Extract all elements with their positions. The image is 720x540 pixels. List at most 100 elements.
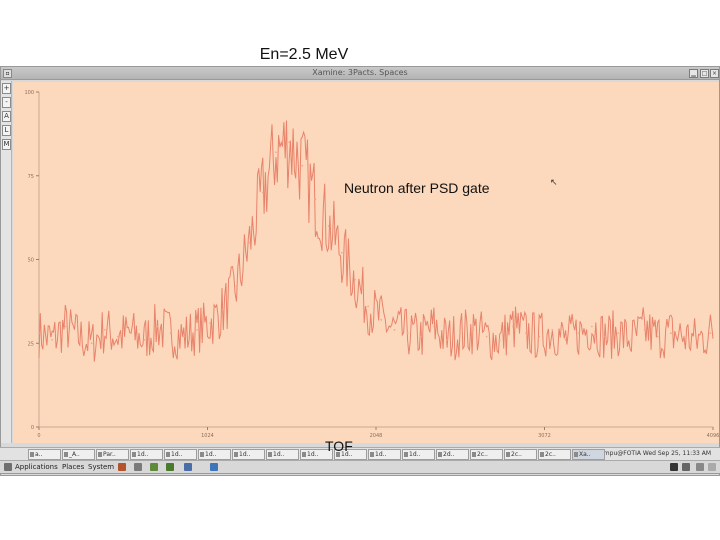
menu-places[interactable]: Places	[62, 463, 85, 471]
data-point	[656, 335, 659, 338]
slide-title: En=2.5 MeV	[259, 46, 349, 63]
data-point	[38, 332, 40, 335]
taskbar-task[interactable]: 2d..	[436, 449, 469, 460]
auto-button[interactable]: A	[2, 111, 11, 122]
data-point	[419, 335, 422, 338]
log-button[interactable]: L	[2, 125, 11, 136]
window-menu-icon[interactable]: ▫	[3, 69, 12, 78]
data-point	[709, 332, 712, 335]
data-point	[340, 251, 343, 254]
data-point	[498, 339, 501, 341]
volume-icon[interactable]	[682, 463, 690, 471]
data-point	[406, 332, 409, 335]
menu-applications[interactable]: Applications	[15, 463, 58, 471]
data-point	[169, 332, 172, 335]
x-tick-label: 4096	[707, 433, 719, 439]
taskbar-task[interactable]: 1d..	[368, 449, 401, 460]
minimize-icon[interactable]: ▁	[689, 69, 698, 78]
taskbar-task[interactable]: a..	[28, 449, 61, 460]
series-line	[38, 120, 714, 362]
data-point	[617, 332, 620, 335]
data-point	[64, 325, 67, 328]
menu-system[interactable]: System	[88, 463, 115, 471]
data-point	[380, 318, 383, 321]
taskbar-task[interactable]: 2c..	[538, 449, 571, 460]
taskbar-task[interactable]: 1d..	[198, 449, 231, 460]
data-point	[235, 285, 238, 288]
data-point	[630, 339, 633, 341]
taskbar-task[interactable]: 1d..	[130, 449, 163, 460]
editor-icon[interactable]	[166, 463, 174, 471]
trash-icon[interactable]	[708, 463, 716, 471]
network-icon[interactable]	[210, 463, 218, 471]
data-point	[182, 335, 185, 338]
data-point	[301, 164, 304, 167]
taskbar-task[interactable]: Xa..	[572, 449, 605, 460]
data-point	[433, 325, 435, 328]
taskbar-task[interactable]: 1d..	[164, 449, 197, 460]
screenshot-icon[interactable]	[184, 463, 192, 471]
data-point	[472, 328, 475, 331]
data-point	[643, 328, 646, 331]
data-point	[577, 332, 580, 335]
taskbar-task[interactable]: 1d..	[300, 449, 333, 460]
taskbar: umpu@FOTIA Wed Sep 25, 11:33 AM a.. _A.. P…	[0, 447, 720, 461]
marker-button[interactable]: M	[2, 139, 11, 150]
data-point	[525, 332, 527, 335]
x-tick-label: 0	[37, 433, 40, 439]
mouse-cursor-icon: ↖	[550, 178, 558, 188]
mail-icon[interactable]	[134, 463, 142, 471]
firefox-icon[interactable]	[118, 463, 126, 471]
x-tick-label: 3072	[538, 433, 551, 439]
data-point	[117, 335, 119, 338]
data-point	[564, 339, 567, 341]
x-tick-label: 2048	[370, 433, 383, 439]
foot-icon[interactable]	[4, 463, 12, 471]
data-point	[222, 308, 225, 311]
taskbar-task[interactable]: 1d..	[334, 449, 367, 460]
data-point	[103, 328, 106, 331]
maximize-icon[interactable]: □	[700, 69, 709, 78]
data-point	[696, 339, 699, 341]
taskbar-task[interactable]: _A..	[62, 449, 95, 460]
data-point	[683, 335, 685, 338]
close-icon[interactable]: ×	[710, 69, 719, 78]
data-point	[669, 332, 672, 335]
battery-icon	[670, 463, 678, 471]
taskbar-task[interactable]: 1d..	[402, 449, 435, 460]
plot-annotation: Neutron after PSD gate	[344, 180, 490, 196]
workspace-icon[interactable]	[696, 463, 704, 471]
y-tick-label: 25	[28, 341, 34, 347]
data-point	[261, 191, 264, 194]
taskbar-task[interactable]: 2c..	[504, 449, 537, 460]
zoom-in-button[interactable]: +	[2, 83, 11, 94]
taskbar-task[interactable]: 1d..	[266, 449, 299, 460]
data-point	[538, 335, 541, 338]
x-tick-label: 1024	[201, 433, 214, 439]
taskbar-task[interactable]: 2c..	[470, 449, 503, 460]
gnome-panel: Applications Places System	[0, 461, 720, 474]
data-point	[77, 335, 80, 338]
data-point	[130, 332, 133, 335]
data-point	[590, 325, 593, 328]
taskbar-task[interactable]: Par..	[96, 449, 129, 460]
data-point	[393, 328, 396, 331]
data-point	[314, 198, 317, 201]
data-point	[327, 225, 330, 227]
data-point	[209, 322, 212, 325]
data-point	[367, 305, 370, 308]
data-point	[354, 278, 356, 281]
data-point	[604, 335, 606, 338]
data-point	[196, 328, 198, 331]
spectrum-plot[interactable]: 0 1024 2048 3072 4096 0 25 50 75 100	[13, 82, 719, 443]
left-toolbar: + - A L M	[1, 81, 12, 443]
data-point	[288, 141, 291, 144]
y-tick-label: 0	[31, 425, 34, 431]
data-point	[446, 339, 448, 341]
zoom-out-button[interactable]: -	[2, 97, 11, 108]
window-titlebar[interactable]: ▫ Xamine: 3Pacts. Spaces ▁ □ ×	[1, 67, 719, 80]
data-point	[143, 339, 146, 341]
terminal-icon[interactable]	[150, 463, 158, 471]
taskbar-task[interactable]: 1d..	[232, 449, 265, 460]
